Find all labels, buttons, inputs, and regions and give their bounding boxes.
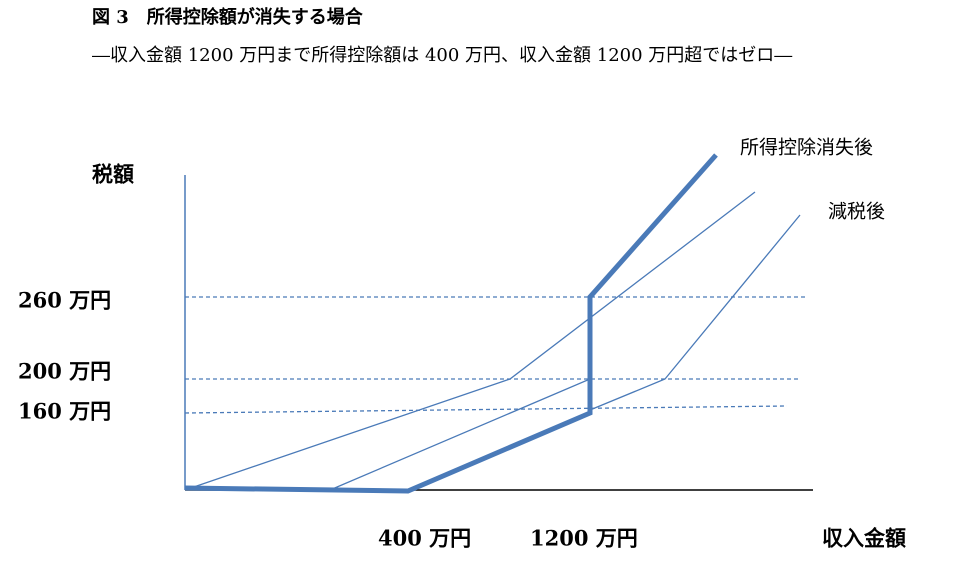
line-label: 所得控除消失後	[740, 137, 873, 159]
line	[184, 191, 756, 491]
y-label: 260 万円	[18, 288, 111, 313]
x-axis-label: 収入金額	[822, 526, 906, 551]
y-label: 160 万円	[18, 399, 111, 424]
x-label: 400 万円	[378, 526, 471, 551]
title: 図 3 所得控除額が消失する場合	[92, 6, 364, 28]
thick-line	[184, 153, 718, 494]
y-axis-label: 税額	[92, 162, 134, 187]
line	[589, 214, 801, 411]
y-label: 200 万円	[18, 359, 111, 384]
subtitle: ―収入金額 1200 万円まで所得控除額は 400 万円、収入金額 1200 万…	[92, 45, 792, 66]
line	[329, 378, 591, 491]
dashed-line	[184, 405, 788, 414]
x-label: 1200 万円	[530, 526, 638, 551]
line-label: 減税後	[828, 201, 885, 223]
